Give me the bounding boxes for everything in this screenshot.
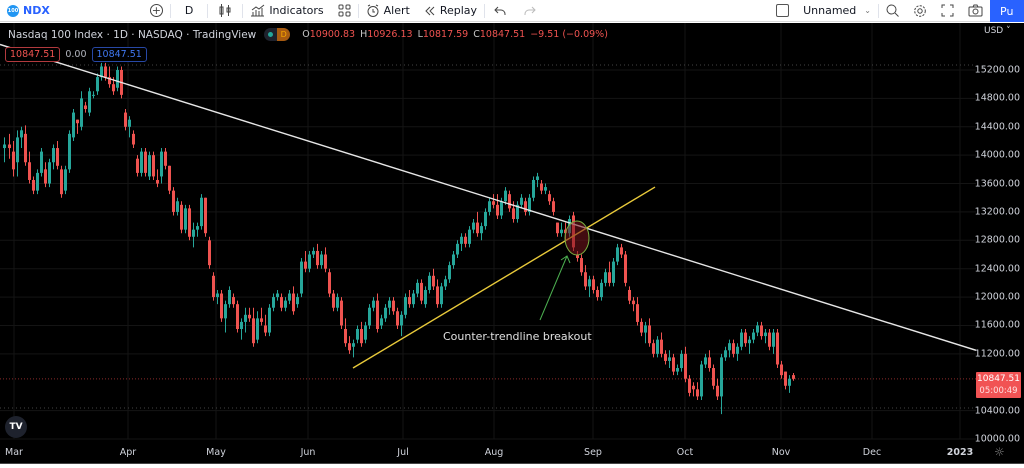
data-delay-badge: D [277, 28, 291, 41]
divider [357, 3, 359, 18]
square-icon [776, 4, 790, 17]
close-value: C10847.51 [473, 29, 526, 40]
buy-price-button[interactable]: 10847.51 [91, 47, 147, 62]
price-tick-label: 10400.00 [974, 405, 1020, 417]
price-tick-label: 11200.00 [974, 348, 1020, 360]
bottom-panel-edge [0, 463, 1024, 468]
low-value: L10817.59 [417, 29, 469, 40]
time-tick-label: Jul [397, 447, 409, 458]
price-tick-label: 12400.00 [974, 263, 1020, 275]
interval-label: D [184, 4, 194, 17]
market-status-pill[interactable]: D [264, 28, 291, 41]
tradingview-logo[interactable]: TV [5, 416, 27, 438]
chevron-down-icon: ˅ [1006, 26, 1011, 36]
price-tick-label: 14800.00 [974, 92, 1020, 104]
settings-button[interactable] [906, 0, 934, 22]
time-tick-label: May [206, 447, 226, 458]
series-title[interactable]: Nasdaq 100 Index · 1D · NASDAQ · Trading… [8, 28, 257, 41]
alert-button[interactable]: Alert [359, 0, 417, 22]
time-tick-label: Jun [300, 447, 316, 458]
bid-ask-row: 10847.51 0.00 10847.51 [5, 47, 147, 62]
plus-circle-icon: + [149, 4, 163, 17]
rewind-icon [425, 6, 435, 15]
indicators-icon [251, 4, 265, 17]
undo-button[interactable] [485, 0, 515, 22]
chevron-down-icon: ⌄ [864, 6, 871, 15]
axis-settings-icon[interactable]: ☼ [994, 445, 1005, 459]
time-tick-label: Sep [584, 447, 602, 458]
price-tick-label: 12000.00 [974, 291, 1020, 303]
change-value: −9.51 (−0.09%) [530, 29, 608, 40]
top-toolbar: 100 NDX + D Indicators Alert Replay Unna… [0, 0, 1024, 22]
replay-label: Replay [439, 4, 478, 17]
alert-label: Alert [383, 4, 410, 17]
divider [242, 3, 244, 18]
fullscreen-button[interactable] [934, 0, 961, 22]
bar-countdown: 05:00:49 [979, 385, 1018, 396]
snapshot-button[interactable] [961, 0, 990, 22]
time-tick-label: Oct [676, 447, 694, 458]
layout-checkbox[interactable] [769, 0, 796, 22]
time-tick-label: Apr [119, 447, 137, 458]
candles-icon [219, 4, 231, 17]
price-tick-label: 14000.00 [974, 149, 1020, 161]
interval-button[interactable]: D [171, 0, 207, 22]
divider [878, 3, 879, 18]
publish-button[interactable]: Pu [990, 0, 1024, 22]
alarm-clock-icon [367, 4, 379, 17]
symbol-search-button[interactable]: 100 NDX [0, 0, 57, 22]
ohlc-values: O10900.83 H10926.13 L10817.59 C10847.51 … [302, 29, 608, 40]
undo-icon [494, 6, 506, 15]
price-tick-label: 13200.00 [974, 206, 1020, 218]
last-price-label: 10847.51 05:00:49 [976, 371, 1021, 398]
price-tick-label: 12800.00 [974, 234, 1020, 246]
symbol-logo-icon: 100 [7, 4, 19, 17]
time-tick-label: 2023 [946, 447, 974, 458]
layout-name: Unnamed [803, 4, 857, 17]
chart-legend: Nasdaq 100 Index · 1D · NASDAQ · Trading… [8, 28, 608, 41]
layout-menu-button[interactable]: Unnamed ⌄ [796, 0, 878, 22]
divider [169, 3, 171, 18]
breakout-annotation[interactable]: Counter-trendline breakout [443, 330, 592, 343]
price-tick-label: 11600.00 [974, 319, 1020, 331]
symbol-name: NDX [23, 4, 50, 17]
high-value: H10926.13 [360, 29, 413, 40]
time-tick-label: Dec [862, 447, 882, 458]
open-value: O10900.83 [302, 29, 356, 40]
divider [207, 3, 209, 18]
redo-icon [524, 6, 536, 15]
search-icon [886, 4, 899, 17]
indicators-button[interactable]: Indicators [243, 0, 330, 22]
search-button[interactable] [879, 0, 906, 22]
time-tick-label: Aug [484, 447, 504, 458]
redo-button[interactable] [515, 0, 545, 22]
fullscreen-icon [941, 4, 954, 17]
price-tick-label: 14400.00 [974, 121, 1020, 133]
market-open-icon [264, 28, 277, 41]
camera-icon [968, 4, 983, 17]
gear-icon [914, 4, 926, 17]
chart-type-button[interactable] [208, 0, 242, 22]
chart-pane[interactable]: Nasdaq 100 Index · 1D · NASDAQ · Trading… [0, 23, 1024, 463]
replay-button[interactable]: Replay [417, 0, 484, 22]
divider [484, 3, 486, 18]
price-tick-label: 13600.00 [974, 178, 1020, 190]
time-tick-label: Nov [771, 447, 791, 458]
spread-value: 0.00 [65, 49, 87, 60]
indicators-label: Indicators [269, 4, 324, 17]
sell-price-button[interactable]: 10847.51 [5, 47, 61, 62]
grid-icon [338, 4, 351, 17]
currency-selector[interactable]: USD ˅ [984, 26, 1011, 36]
templates-button[interactable] [331, 0, 358, 22]
time-tick-label: Mar [5, 447, 23, 458]
compare-button[interactable]: + [143, 0, 170, 22]
price-tick-label: 10000.00 [974, 433, 1020, 445]
price-plot[interactable] [0, 23, 976, 463]
price-tick-label: 15200.00 [974, 64, 1020, 76]
